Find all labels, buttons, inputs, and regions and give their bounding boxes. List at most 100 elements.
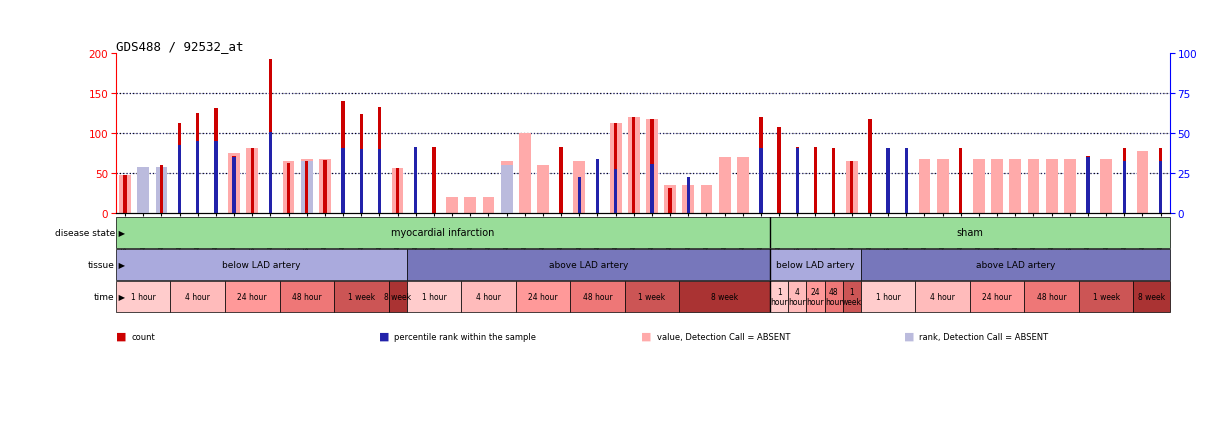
Text: ▶: ▶ bbox=[116, 260, 125, 269]
Bar bbox=[916, 281, 969, 312]
Bar bbox=[388, 281, 407, 312]
Text: disease state: disease state bbox=[55, 228, 115, 237]
Bar bbox=[1159, 162, 1162, 214]
Bar bbox=[214, 108, 217, 214]
Text: 48
hour: 48 hour bbox=[825, 287, 842, 306]
Bar bbox=[432, 148, 436, 214]
Bar bbox=[814, 148, 817, 214]
Bar bbox=[515, 281, 570, 312]
Bar bbox=[609, 124, 621, 214]
Bar bbox=[123, 176, 127, 214]
Bar bbox=[1137, 151, 1149, 214]
Bar bbox=[796, 148, 799, 214]
Bar bbox=[300, 160, 313, 214]
Bar bbox=[918, 160, 930, 214]
Bar bbox=[686, 186, 690, 214]
Text: percentile rank within the sample: percentile rank within the sample bbox=[394, 332, 536, 341]
Text: ▶: ▶ bbox=[116, 228, 125, 237]
Bar bbox=[283, 162, 294, 214]
Bar bbox=[969, 281, 1024, 312]
Bar bbox=[861, 249, 1170, 280]
Text: below LAD artery: below LAD artery bbox=[222, 260, 300, 269]
Bar bbox=[214, 142, 217, 214]
Bar bbox=[905, 148, 908, 214]
Text: 1
week: 1 week bbox=[841, 287, 862, 306]
Bar bbox=[178, 146, 181, 214]
Bar bbox=[280, 281, 335, 312]
Bar bbox=[701, 186, 712, 214]
Text: time: time bbox=[94, 293, 115, 301]
Text: 1 hour: 1 hour bbox=[131, 293, 155, 301]
Bar bbox=[360, 150, 363, 214]
Bar bbox=[596, 160, 600, 214]
Bar bbox=[396, 168, 399, 214]
Bar bbox=[120, 176, 131, 214]
Text: myocardial infarction: myocardial infarction bbox=[391, 228, 495, 237]
Bar bbox=[570, 281, 625, 312]
Bar bbox=[664, 186, 676, 214]
Bar bbox=[137, 172, 149, 214]
Bar bbox=[770, 217, 1170, 248]
Bar bbox=[778, 128, 780, 214]
Bar bbox=[646, 120, 658, 214]
Bar bbox=[806, 281, 824, 312]
Bar bbox=[668, 188, 672, 214]
Bar bbox=[868, 120, 872, 214]
Text: 24 hour: 24 hour bbox=[529, 293, 558, 301]
Bar bbox=[342, 102, 344, 214]
Bar bbox=[1063, 160, 1076, 214]
Bar bbox=[789, 281, 806, 312]
Bar bbox=[1045, 160, 1057, 214]
Bar bbox=[537, 166, 548, 214]
Bar bbox=[628, 118, 640, 214]
Bar bbox=[770, 249, 861, 280]
Text: 24
hour: 24 hour bbox=[807, 287, 824, 306]
Bar bbox=[1159, 148, 1162, 214]
Text: sham: sham bbox=[956, 228, 983, 237]
Bar bbox=[679, 281, 770, 312]
Bar bbox=[392, 168, 403, 214]
Bar bbox=[759, 148, 763, 214]
Text: 1 week: 1 week bbox=[348, 293, 375, 301]
Bar bbox=[937, 160, 949, 214]
Bar bbox=[905, 148, 908, 214]
Bar bbox=[614, 124, 618, 214]
Bar bbox=[377, 150, 381, 214]
Text: 8 week: 8 week bbox=[1138, 293, 1165, 301]
Bar bbox=[342, 148, 344, 214]
Text: 4 hour: 4 hour bbox=[930, 293, 955, 301]
Bar bbox=[228, 154, 241, 214]
Bar bbox=[232, 158, 236, 214]
Bar bbox=[247, 148, 258, 214]
Bar bbox=[250, 148, 254, 214]
Bar bbox=[1028, 160, 1039, 214]
Bar bbox=[1133, 281, 1170, 312]
Text: 48 hour: 48 hour bbox=[582, 293, 612, 301]
Bar bbox=[414, 148, 418, 214]
Text: 1 hour: 1 hour bbox=[875, 293, 901, 301]
Bar bbox=[287, 164, 291, 214]
Text: 1 week: 1 week bbox=[1093, 293, 1120, 301]
Text: value, Detection Call = ABSENT: value, Detection Call = ABSENT bbox=[657, 332, 790, 341]
Bar bbox=[407, 281, 462, 312]
Bar bbox=[1122, 148, 1126, 214]
Text: 48 hour: 48 hour bbox=[292, 293, 321, 301]
Text: 4
hour: 4 hour bbox=[789, 287, 806, 306]
Bar bbox=[178, 124, 181, 214]
Bar bbox=[482, 198, 495, 214]
Bar bbox=[632, 118, 635, 214]
Bar bbox=[796, 148, 799, 214]
Text: 48 hour: 48 hour bbox=[1037, 293, 1066, 301]
Text: count: count bbox=[132, 332, 155, 341]
Bar bbox=[886, 148, 890, 214]
Bar bbox=[832, 148, 835, 214]
Bar bbox=[846, 162, 857, 214]
Text: above LAD artery: above LAD artery bbox=[548, 260, 628, 269]
Bar bbox=[501, 166, 513, 214]
Bar bbox=[683, 186, 695, 214]
Bar bbox=[305, 162, 309, 214]
Bar bbox=[824, 281, 842, 312]
Bar bbox=[770, 281, 789, 312]
Bar bbox=[300, 162, 313, 214]
Text: 24 hour: 24 hour bbox=[237, 293, 267, 301]
